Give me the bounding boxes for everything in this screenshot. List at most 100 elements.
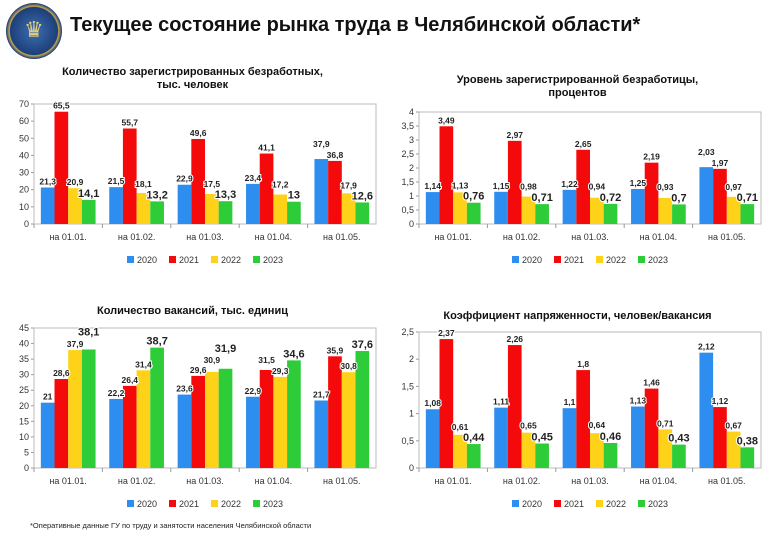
bar-2021: [122, 128, 137, 224]
bar-2022: [453, 434, 467, 468]
data-label: 29,6: [190, 365, 207, 375]
data-label: 65,5: [53, 101, 70, 111]
y-tick-label: 0,5: [401, 205, 414, 215]
data-label: 17,5: [204, 179, 221, 189]
data-label: 1,13: [452, 180, 469, 190]
legend-label: 2021: [564, 499, 584, 509]
x-tick-label: на 01.03.: [186, 476, 224, 486]
chart-title: Количество вакансий, тыс. единиц: [97, 305, 288, 317]
chart-vacancies: Количество вакансий, тыс. единиц 0 5 10 15 2…: [0, 302, 385, 537]
x-tick-label: на 01.01.: [434, 476, 472, 486]
data-label: 2,37: [438, 328, 455, 338]
footnote: *Оперативные данные ГУ по труду и занято…: [30, 521, 312, 530]
y-tick-label: 2,5: [401, 149, 414, 159]
y-tick-label: 2: [409, 163, 414, 173]
data-label: 0,46: [600, 431, 621, 443]
x-tick-label: на 01.05.: [323, 476, 361, 486]
bar-2023: [355, 351, 370, 468]
bar-2022: [273, 376, 288, 468]
bar-2023: [535, 443, 549, 468]
bar-2020: [631, 189, 645, 224]
header: ♛ Текущее состояние рынка труда в Челяби…: [0, 0, 770, 59]
bar-2021: [328, 356, 342, 468]
data-label: 2,65: [575, 139, 592, 149]
legend-swatch-2021: [169, 256, 176, 263]
legend-label: 2022: [221, 499, 241, 509]
legend-label: 2021: [179, 255, 199, 265]
bar-2021: [713, 168, 727, 224]
y-tick-label: 45: [19, 323, 29, 333]
legend-label: 2020: [137, 499, 157, 509]
bar-2021: [122, 385, 137, 468]
bar-2020: [699, 167, 714, 224]
data-label: 17,2: [272, 180, 289, 190]
legend-label: 2022: [606, 499, 626, 509]
data-label: 30,9: [204, 355, 221, 365]
bar-2022: [726, 196, 741, 224]
x-tick-label: на 01.04.: [640, 232, 678, 242]
bar-2020: [562, 408, 577, 468]
bar-2021: [191, 375, 205, 468]
data-label: 0,65: [520, 421, 537, 431]
bar-2022: [590, 433, 604, 468]
data-label: 0,72: [600, 192, 621, 204]
bar-2023: [150, 347, 164, 468]
bar-2021: [576, 149, 590, 224]
y-tick-label: 60: [19, 116, 29, 126]
data-label: 34,6: [283, 348, 304, 360]
bar-2021: [328, 160, 342, 224]
page-title: Текущее состояние рынка труда в Челябинс…: [70, 14, 641, 36]
x-tick-label: на 01.04.: [255, 476, 293, 486]
data-label: 1,12: [712, 396, 729, 406]
bar-2023: [466, 444, 481, 468]
data-label: 13: [288, 190, 300, 202]
bar-2023: [287, 360, 301, 468]
bar-2022: [590, 197, 604, 224]
y-tick-label: 15: [19, 416, 29, 426]
bar-2021: [507, 345, 522, 468]
y-tick-label: 4: [409, 107, 414, 117]
y-tick-label: 70: [19, 99, 29, 109]
bar-2023: [740, 447, 755, 468]
chart-unemployed: Количество зарегистрированных безработны…: [0, 62, 385, 297]
data-label: 0,64: [589, 420, 606, 430]
bar-2023: [603, 203, 618, 224]
bar-2023: [740, 204, 755, 224]
legend-label: 2022: [606, 255, 626, 265]
data-label: 38,1: [78, 326, 99, 338]
x-tick-label: на 01.05.: [708, 476, 746, 486]
y-tick-label: 0: [24, 463, 29, 473]
data-label: 1,11: [493, 397, 509, 407]
legend-swatch-2021: [554, 500, 561, 507]
data-label: 1,8: [577, 359, 589, 369]
data-label: 2,12: [698, 342, 715, 352]
data-label: 0,76: [463, 191, 484, 203]
legend-label: 2020: [522, 255, 542, 265]
data-label: 26,4: [121, 375, 138, 385]
data-label: 21,3: [39, 176, 56, 186]
bar-2023: [466, 202, 481, 224]
x-tick-label: на 01.01.: [434, 232, 472, 242]
legend-swatch-2022: [211, 500, 218, 507]
data-label: 2,97: [506, 130, 523, 140]
y-tick-label: 0: [409, 219, 414, 229]
legend-swatch-2023: [638, 500, 645, 507]
bar-2020: [699, 352, 714, 468]
bar-2020: [246, 396, 260, 468]
data-label: 22,9: [176, 174, 193, 184]
legend-swatch-2022: [211, 256, 218, 263]
data-label: 2,03: [698, 147, 715, 157]
bar-2021: [259, 153, 274, 224]
x-tick-label: на 01.03.: [186, 232, 224, 242]
bar-2020: [177, 394, 192, 468]
bar-2022: [273, 194, 288, 224]
data-label: 37,9: [67, 339, 84, 349]
bar-2023: [603, 442, 618, 468]
x-tick-label: на 01.01.: [49, 232, 87, 242]
y-tick-label: 1,5: [401, 381, 414, 391]
y-tick-label: 2: [409, 354, 414, 364]
bar-2020: [562, 189, 577, 224]
bar-2020: [494, 191, 508, 224]
data-label: 1,13: [630, 396, 647, 406]
bar-2022: [205, 371, 219, 468]
